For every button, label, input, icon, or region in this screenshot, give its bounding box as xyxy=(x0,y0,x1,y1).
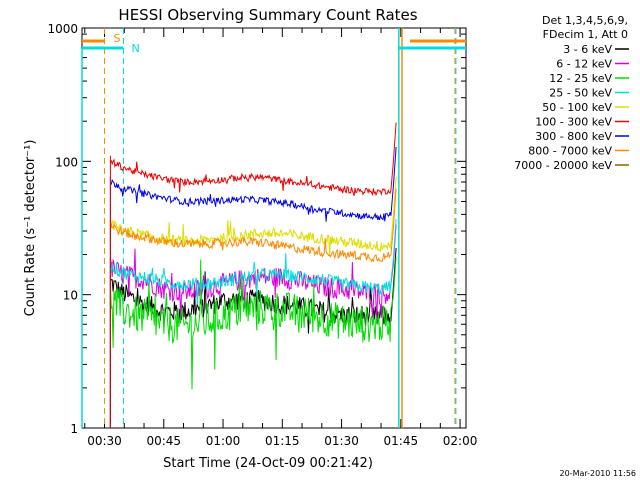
chart-title: HESSI Observing Summary Count Rates xyxy=(118,6,417,24)
legend-item-label: 800 - 7000 keV xyxy=(528,145,612,158)
legend: Det 1,3,4,5,6,9, FDecim 1, Att 0 3 - 6 k… xyxy=(514,14,629,172)
plot-frame xyxy=(81,27,467,429)
series-800-7000-kev-line xyxy=(109,188,397,428)
legend-header-line-2: FDecim 1, Att 0 xyxy=(543,28,628,41)
x-axis-label: Start Time (24-Oct-09 00:21:42) xyxy=(163,456,373,471)
legend-item-label: 300 - 800 keV xyxy=(535,130,612,143)
legend-item-label: 50 - 100 keV xyxy=(542,101,612,114)
legend-item-label: 100 - 300 keV xyxy=(535,116,612,129)
footer-timestamp: 20-Mar-2010 11:56 xyxy=(560,469,637,478)
x-tick-label: 00:45 xyxy=(146,434,181,448)
series-300-800-kev-line xyxy=(109,146,397,428)
night-label: N xyxy=(131,42,139,55)
series-50-100-kev-line xyxy=(109,176,397,428)
x-axis: 00:30 00:45 01:00 01:15 01:30 01:45 02:00 xyxy=(84,28,478,448)
x-tick-label: 02:00 xyxy=(443,434,478,448)
series-group xyxy=(109,122,397,428)
x-tick-label: 01:45 xyxy=(384,434,419,448)
x-tick-label: 01:15 xyxy=(265,434,300,448)
legend-item-label: 3 - 6 keV xyxy=(563,43,612,56)
plot-area xyxy=(81,27,467,429)
y-axis: 1 10 100 1000 xyxy=(47,22,466,436)
legend-item-label: 7000 - 20000 keV xyxy=(514,159,612,172)
y-tick-label: 10 xyxy=(63,289,78,303)
series-12-25-kev-line xyxy=(109,256,397,428)
x-tick-label: 01:00 xyxy=(206,434,241,448)
legend-item-label: 12 - 25 keV xyxy=(549,72,612,85)
legend-item-label: 6 - 12 keV xyxy=(556,58,612,71)
x-tick-label: 01:30 xyxy=(324,434,359,448)
state-bars: SN xyxy=(81,28,466,428)
series-6-12-kev-line xyxy=(109,224,397,428)
legend-header-line-1: Det 1,3,4,5,6,9, xyxy=(542,14,628,27)
saa-label: S xyxy=(114,32,121,45)
y-tick-label: 1 xyxy=(70,422,78,436)
legend-item-label: 25 - 50 keV xyxy=(549,87,612,100)
x-tick-label: 00:30 xyxy=(87,434,122,448)
y-axis-label: Count Rate (s⁻¹ detector⁻¹) xyxy=(23,140,38,317)
y-tick-label: 100 xyxy=(55,155,78,169)
series-25-50-kev-line xyxy=(109,219,397,428)
y-tick-label: 1000 xyxy=(47,22,78,36)
series-100-300-kev-line xyxy=(109,122,397,428)
